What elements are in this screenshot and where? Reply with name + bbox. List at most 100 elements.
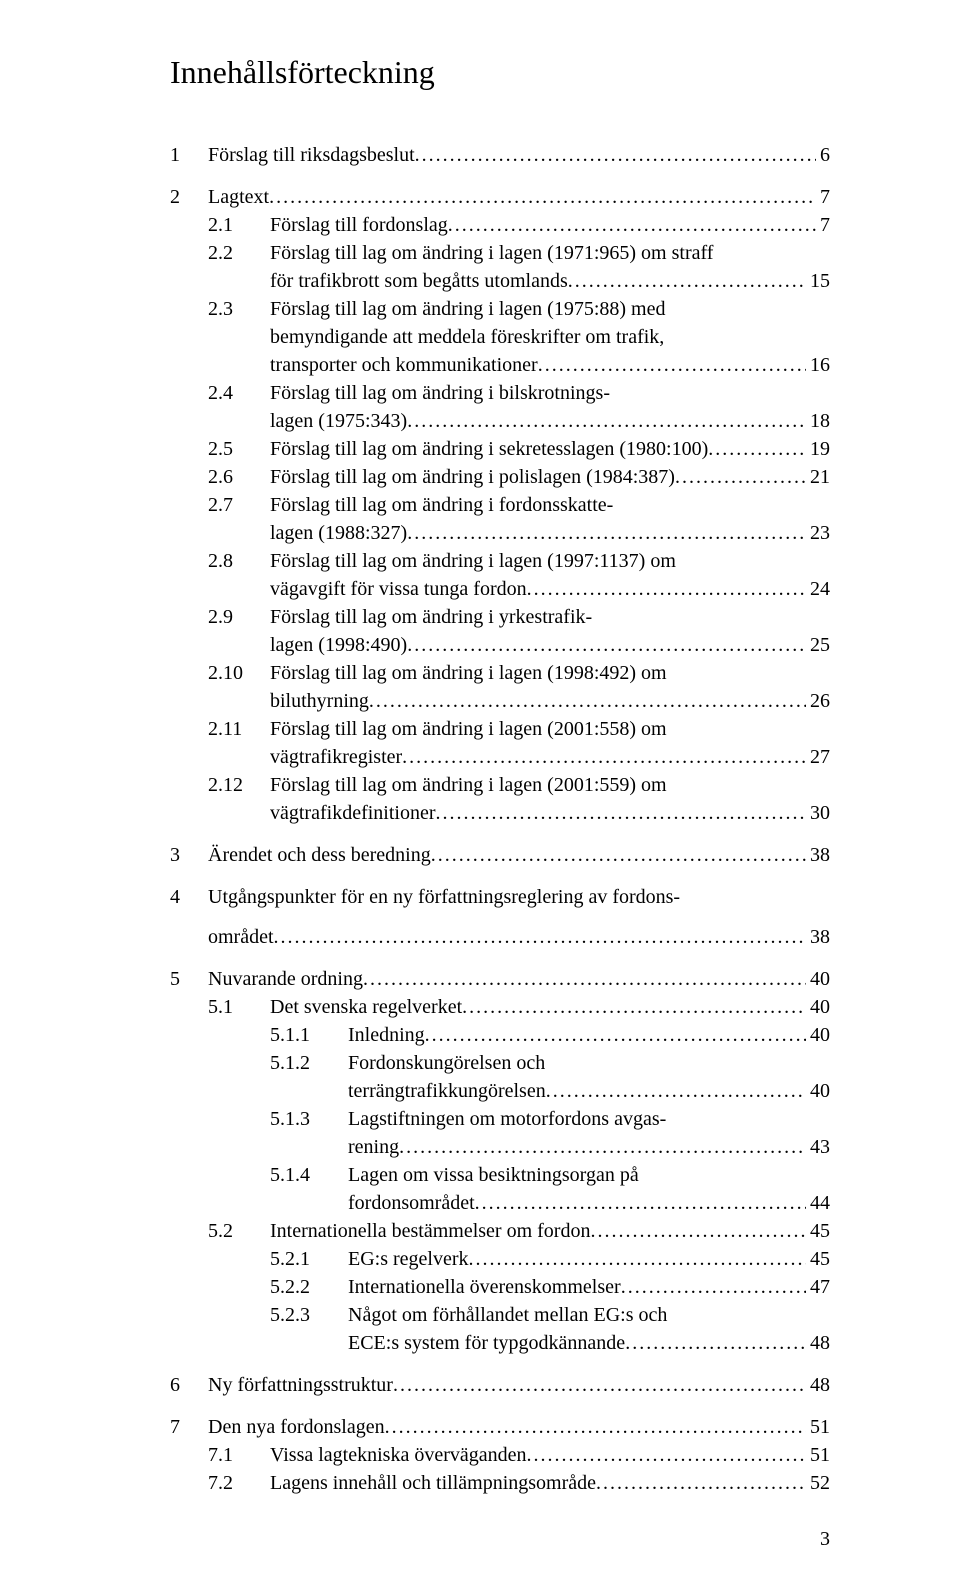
- toc-entry-number: 5.2: [208, 1217, 270, 1245]
- toc-entry-number: 2.8: [208, 547, 270, 575]
- toc-leader: [369, 687, 806, 715]
- toc-entry-number: 7.1: [208, 1441, 270, 1469]
- toc-entry-number: 1: [170, 141, 208, 169]
- toc-row: 5.2Internationella bestämmelser om fordo…: [170, 1217, 830, 1245]
- toc-page: 45: [806, 1217, 830, 1245]
- toc-page: 23: [806, 519, 830, 547]
- toc-row: lagen (1988:327)23: [170, 519, 830, 547]
- toc-row: 7Den nya fordonslagen51: [170, 1413, 830, 1441]
- toc-row: 4Utgångspunkter för en ny författningsre…: [170, 883, 830, 911]
- toc-entry-label: Förslag till lag om ändring i fordonsska…: [270, 491, 613, 519]
- toc-list: 1Förslag till riksdagsbeslut62Lagtext72.…: [170, 127, 830, 1497]
- toc-row: 5.1.3Lagstiftningen om motorfordons avga…: [170, 1105, 830, 1133]
- toc-entry-number: 5.1.2: [270, 1049, 348, 1077]
- toc-page: 18: [806, 407, 830, 435]
- toc-entry-number: 5.2.1: [270, 1245, 348, 1273]
- toc-page: 30: [806, 799, 830, 827]
- toc-page: 26: [806, 687, 830, 715]
- toc-entry-number: 2.9: [208, 603, 270, 631]
- toc-entry-number: 5: [170, 965, 208, 993]
- toc-leader: [407, 631, 806, 659]
- toc-entry-label: vägtrafikdefinitioner: [270, 799, 436, 827]
- toc-entry-label: Förslag till lag om ändring i lagen (199…: [270, 547, 676, 575]
- toc-entry-label: rening: [348, 1133, 399, 1161]
- toc-row: ECE:s system för typgodkännande48: [170, 1329, 830, 1357]
- toc-spacer: [170, 1399, 830, 1413]
- toc-leader: [568, 267, 806, 295]
- toc-row: 5.1Det svenska regelverket40: [170, 993, 830, 1021]
- toc-entry-label: Lagen om vissa besiktningsorgan på: [348, 1161, 639, 1189]
- toc-entry-label: lagen (1998:490): [270, 631, 407, 659]
- toc-leader: [269, 183, 816, 211]
- toc-leader: [425, 1021, 806, 1049]
- toc-entry-label: Något om förhållandet mellan EG:s och: [348, 1301, 667, 1329]
- toc-entry-label: Fordonskungörelsen och: [348, 1049, 545, 1077]
- toc-entry-number: 4: [170, 883, 208, 911]
- toc-entry-label: Internationella bestämmelser om fordon: [270, 1217, 590, 1245]
- toc-entry-label: Förslag till lag om ändring i polislagen…: [270, 463, 675, 491]
- toc-row: 2.3Förslag till lag om ändring i lagen (…: [170, 295, 830, 323]
- toc-entry-number: 5.1: [208, 993, 270, 1021]
- toc-page: 24: [806, 575, 830, 603]
- toc-row: 1Förslag till riksdagsbeslut6: [170, 141, 830, 169]
- toc-leader: [546, 1077, 806, 1105]
- toc-page: 51: [806, 1413, 830, 1441]
- toc-leader: [393, 1371, 806, 1399]
- toc-row: 2.12Förslag till lag om ändring i lagen …: [170, 771, 830, 799]
- toc-entry-number: 2: [170, 183, 208, 211]
- toc-page: 40: [806, 965, 830, 993]
- toc-page: 7: [816, 183, 830, 211]
- toc-leader: [363, 965, 806, 993]
- toc-entry-number: 2.4: [208, 379, 270, 407]
- toc-row: för trafikbrott som begåtts utomlands15: [170, 267, 830, 295]
- toc-row: transporter och kommunikationer16: [170, 351, 830, 379]
- toc-leader: [708, 435, 806, 463]
- toc-row: 5Nuvarande ordning 40: [170, 965, 830, 993]
- toc-entry-label: området: [208, 923, 274, 951]
- toc-leader: [402, 743, 806, 771]
- toc-entry-label: Lagstiftningen om motorfordons avgas-: [348, 1105, 666, 1133]
- toc-leader: [415, 141, 816, 169]
- toc-leader: [407, 407, 806, 435]
- toc-row: 6Ny författningsstruktur48: [170, 1371, 830, 1399]
- toc-leader: [625, 1329, 806, 1357]
- toc-entry-label: Förslag till lag om ändring i sekretessl…: [270, 435, 708, 463]
- toc-row: 2.1Förslag till fordonslag7: [170, 211, 830, 239]
- toc-leader: [448, 211, 816, 239]
- toc-entry-number: 5.2.3: [270, 1301, 348, 1329]
- toc-row: 2.9Förslag till lag om ändring i yrkestr…: [170, 603, 830, 631]
- toc-page: 48: [806, 1329, 830, 1357]
- toc-page: 43: [806, 1133, 830, 1161]
- toc-row: 5.1.1Inledning40: [170, 1021, 830, 1049]
- toc-leader: [675, 463, 806, 491]
- toc-row: 2.8Förslag till lag om ändring i lagen (…: [170, 547, 830, 575]
- toc-row-cont: bemyndigande att meddela föreskrifter om…: [170, 323, 830, 351]
- toc-entry-number: 5.1.3: [270, 1105, 348, 1133]
- toc-entry-label: Förslag till lag om ändring i yrkestrafi…: [270, 603, 592, 631]
- toc-entry-label: Nuvarande ordning: [208, 965, 363, 993]
- toc-entry-label: vägavgift för vissa tunga fordon: [270, 575, 527, 603]
- toc-entry-label: Förslag till riksdagsbeslut: [208, 141, 415, 169]
- toc-row: lagen (1998:490)25: [170, 631, 830, 659]
- toc-entry-number: 6: [170, 1371, 208, 1399]
- toc-entry-label: fordonsområdet: [348, 1189, 475, 1217]
- toc-entry-number: 2.12: [208, 771, 270, 799]
- toc-entry-number: 2.1: [208, 211, 270, 239]
- toc-row: fordonsområdet44: [170, 1189, 830, 1217]
- toc-entry-label: Den nya fordonslagen: [208, 1413, 385, 1441]
- toc-row: 2.6Förslag till lag om ändring i polisla…: [170, 463, 830, 491]
- toc-entry-number: 2.5: [208, 435, 270, 463]
- toc-entry-label: lagen (1975:343): [270, 407, 407, 435]
- toc-leader: [385, 1413, 806, 1441]
- toc-entry-number: 5.2.2: [270, 1273, 348, 1301]
- toc-leader: [469, 1245, 806, 1273]
- toc-entry-label: Lagtext: [208, 183, 269, 211]
- toc-leader: [475, 1189, 806, 1217]
- toc-entry-label: Inledning: [348, 1021, 425, 1049]
- toc-entry-number: 2.6: [208, 463, 270, 491]
- toc-page: 38: [806, 923, 830, 951]
- toc-entry-number: 2.10: [208, 659, 270, 687]
- toc-entry-label: Förslag till lag om ändring i lagen (197…: [270, 239, 713, 267]
- toc-entry-label: Förslag till lag om ändring i lagen (200…: [270, 715, 667, 743]
- toc-row: 2.4Förslag till lag om ändring i bilskro…: [170, 379, 830, 407]
